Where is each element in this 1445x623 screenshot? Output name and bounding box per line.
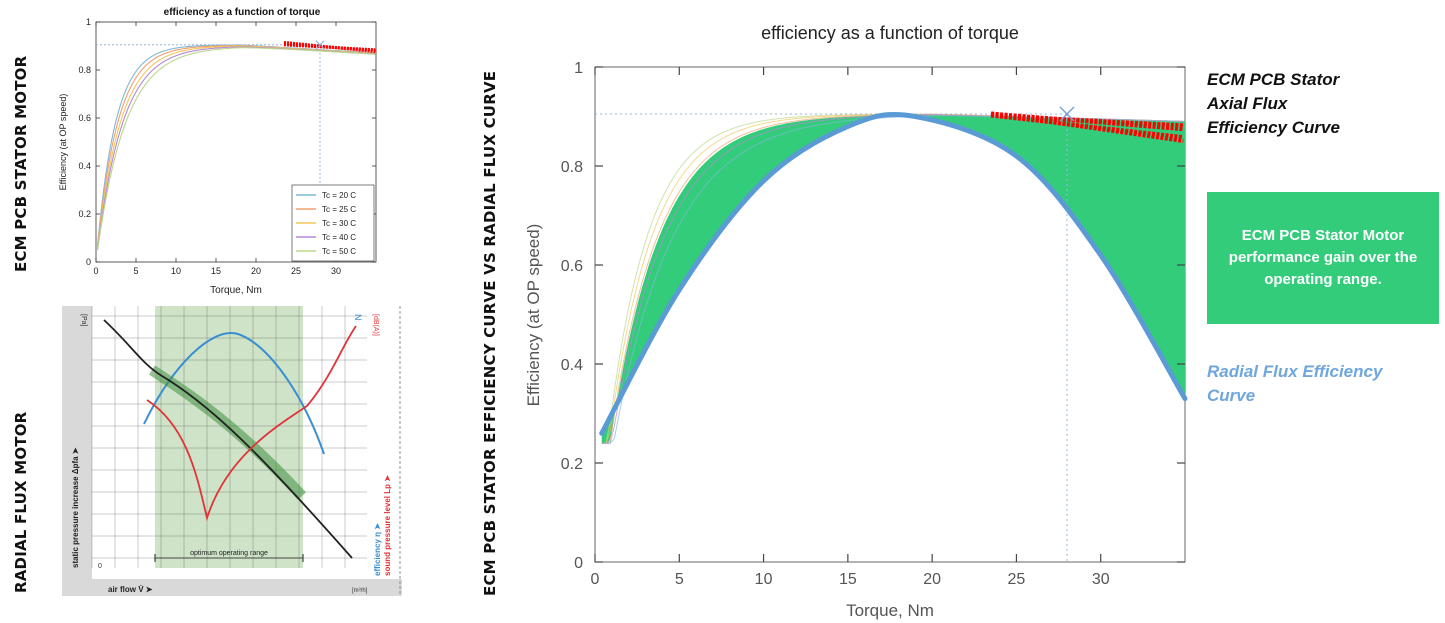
small-chart-ylabel: Efficiency (at OP speed) <box>58 94 68 191</box>
small-legend-label-4: Tc = 40 C <box>322 233 356 242</box>
main-op-marker <box>1059 106 1075 122</box>
main-xtick-label-1: 5 <box>675 571 684 588</box>
small-ytick-label-0: 0 <box>86 257 91 267</box>
main-ytick-label-4: 0.8 <box>561 159 583 176</box>
small-legend-label-3: Tc = 30 C <box>322 219 356 228</box>
small-legend-label-1: Tc = 20 C <box>322 191 356 200</box>
small-legend-label-2: Tc = 25 C <box>322 205 356 214</box>
main-ytick-label-5: 1 <box>574 60 583 77</box>
fan-top-left-unit: [Pa] <box>80 314 87 327</box>
small-xtick-label-6: 30 <box>331 266 341 276</box>
fan-sound-label: sound pressure level Lp ➤ <box>383 475 392 576</box>
main-xtick-label-2: 10 <box>755 571 773 588</box>
fan-bottom-right-unit: [m³/h] <box>352 588 368 594</box>
radial-flux-caption: Radial Flux Efficiency Curve <box>1207 362 1383 405</box>
radial-flux-motor-label: RADIAL FLUX MOTOR <box>12 411 30 593</box>
efficiency-curve <box>143 331 325 455</box>
sound-curve <box>146 325 357 522</box>
axial-flux-caption: ECM PCB Stator Axial Flux Efficiency Cur… <box>1207 70 1340 137</box>
small-ytick-label-4: 0.8 <box>78 65 91 75</box>
small-legend-label-5: Tc = 50 C <box>322 247 356 256</box>
main-ytick-label-1: 0.2 <box>561 456 583 473</box>
fan-chart-right-panel <box>367 306 402 579</box>
performance-gain-box: ECM PCB Stator Motor performance gain ov… <box>1207 192 1439 324</box>
small-ytick-label-2: 0.4 <box>78 161 91 171</box>
main-xtick-label-3: 15 <box>839 571 857 588</box>
fan-origin-label: 0 <box>98 563 102 570</box>
main-chart-ylabel: Efficiency (at OP speed) <box>524 224 543 407</box>
optimum-range-label: optimum operating range <box>190 550 268 557</box>
small-series-line-5 <box>97 47 376 251</box>
small-op-marker <box>315 40 325 50</box>
main-xtick-label-0: 0 <box>591 571 600 588</box>
optimum-range-shading <box>155 306 303 568</box>
fan-chart-grid <box>91 306 367 568</box>
main-chart-title: efficiency as a function of torque <box>761 23 1019 43</box>
fan-characteristic-chart: optimum operating range 0 air flow V̇ ➤ … <box>62 306 402 596</box>
pressure-curve <box>103 319 353 559</box>
ecm-pcb-stator-motor-label: ECM PCB STATOR MOTOR <box>12 55 30 272</box>
small-ytick-label-3: 0.6 <box>78 113 91 123</box>
main-ytick-label-3: 0.6 <box>561 258 583 275</box>
small-xtick-label-0: 0 <box>93 266 98 276</box>
fan-top-right-unit-n: N <box>353 314 363 321</box>
small-xtick-label-2: 10 <box>171 266 181 276</box>
fan-ylabel: static pressure increase Δpfa ➤ <box>71 447 80 568</box>
main-ytick-label-2: 0.4 <box>561 357 583 374</box>
main-comparison-chart: efficiency as a function of torque 0 5 10 1… <box>524 23 1188 620</box>
main-xtick-label-4: 20 <box>923 571 941 588</box>
main-xtick-label-6: 30 <box>1092 571 1110 588</box>
small-ytick-label-5: 1 <box>86 17 91 27</box>
main-chart-xlabel: Torque, Nm <box>846 601 934 620</box>
small-xtick-label-1: 5 <box>133 266 138 276</box>
fan-xlabel: air flow V̇ ➤ <box>108 585 153 594</box>
fan-top-right-unit-db: [dB(A)] <box>372 314 379 336</box>
comparison-curve-label: ECM PCB STATOR EFFICIENCY CURVE VS RADIA… <box>481 70 499 596</box>
small-xtick-label-5: 25 <box>291 266 301 276</box>
small-chart-title: efficiency as a function of torque <box>164 7 321 18</box>
small-xtick-label-4: 20 <box>251 266 261 276</box>
radial-flux-curve <box>599 111 1188 436</box>
main-op-points-4 <box>990 111 1184 143</box>
fan-efficiency-label: efficiency η ➤ <box>373 523 382 576</box>
small-xtick-label-3: 15 <box>211 266 221 276</box>
small-efficiency-chart: efficiency as a function of torque 0 5 10 1… <box>58 7 377 296</box>
small-ytick-label-1: 0.2 <box>78 209 91 219</box>
small-op-points-3 <box>283 40 376 54</box>
main-xtick-label-5: 25 <box>1008 571 1026 588</box>
small-chart-legend: Tc = 20 C Tc = 25 C Tc = 30 C Tc = 40 C Tc =… <box>291 184 375 262</box>
small-chart-xlabel: Torque, Nm <box>210 285 262 296</box>
main-ytick-label-0: 0 <box>574 555 583 572</box>
